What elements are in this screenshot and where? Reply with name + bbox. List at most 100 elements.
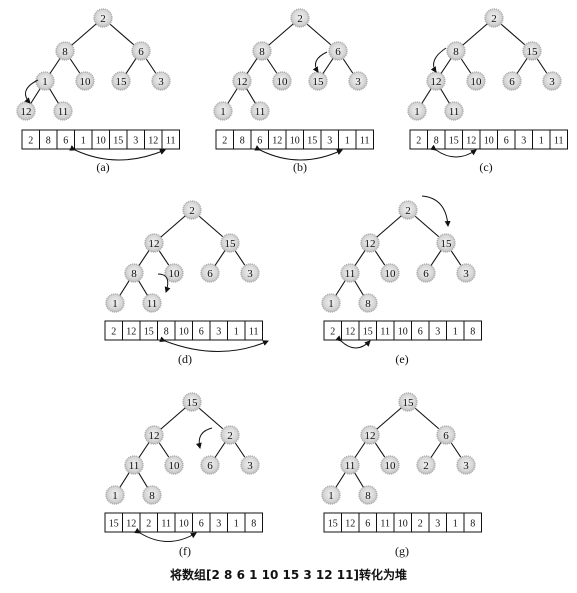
array-cell-value: 8: [434, 136, 439, 147]
tree-node: [200, 263, 220, 283]
array-cell-value: 8: [46, 136, 51, 147]
array-row: 2 8 6 1 10 15 3 12 11: [21, 129, 180, 150]
array-cell: [463, 320, 482, 341]
array-cell-value: 12: [345, 519, 355, 530]
array-cell-value: 11: [161, 519, 171, 530]
heap-panel: 2 8 6 1 10 15 3 12 11 2 8 6 1 10 15 3 12 11 (a): [16, 8, 180, 174]
array-row: 2 12 15 8 10 6 3 1 11: [104, 320, 263, 341]
tree-node: [456, 455, 476, 475]
tree-node: [93, 8, 113, 28]
array-swap-arrow: [134, 527, 197, 542]
tree-node-value: 3: [463, 268, 469, 280]
tree-node-value: 10: [169, 460, 181, 472]
tree-node-value: 12: [237, 76, 248, 88]
tree-node-value: 8: [131, 268, 137, 280]
array-cell-value: 15: [363, 327, 373, 338]
tree-node-value: 12: [21, 106, 32, 118]
tree-node: [380, 455, 400, 475]
array-cell: [463, 512, 482, 533]
array-cell-value: 11: [166, 136, 176, 147]
tree-node-value: 15: [527, 46, 539, 58]
array-cell-value: 10: [96, 136, 106, 147]
array-cell-value: 11: [360, 136, 370, 147]
tree-node-value: 1: [328, 490, 334, 502]
array-cell-value: 10: [398, 519, 408, 530]
array-swap-arrow: [159, 336, 269, 352]
tree-node: [144, 425, 164, 445]
tree-node-value: 1: [220, 106, 226, 118]
array-cell-value: 10: [484, 136, 494, 147]
tree-node-value: 12: [149, 238, 160, 250]
tree-node-value: 10: [385, 268, 397, 280]
tree-node: [446, 41, 466, 61]
array-cell: [161, 129, 180, 150]
swap-arrow: [421, 195, 451, 227]
array-cell: [355, 129, 374, 150]
array-cell-value: 1: [234, 519, 239, 530]
array-cell-value: 15: [109, 519, 119, 530]
tree-node: [360, 425, 380, 445]
tree-node-value: 10: [471, 76, 483, 88]
tree-node: [340, 263, 360, 283]
array-cell-value: 3: [327, 136, 332, 147]
tree-node-value: 15: [441, 238, 453, 250]
array-cell-value: 12: [272, 136, 282, 147]
tree-node: [466, 71, 486, 91]
swap-arrow: [312, 51, 328, 73]
array-cell-value: 6: [365, 519, 370, 530]
array-cell-value: 2: [111, 327, 116, 338]
array-cell-value: 8: [251, 519, 256, 530]
array-cell: [244, 512, 263, 533]
array-cell-value: 3: [133, 136, 138, 147]
tree-node-value: 11: [255, 106, 266, 118]
tree-node-value: 8: [365, 490, 371, 502]
tree-node: [182, 200, 202, 220]
array-cell-value: 1: [81, 136, 86, 147]
tree-node: [456, 263, 476, 283]
tree-node-value: 8: [365, 298, 371, 310]
tree-node-value: 8: [453, 46, 459, 58]
array-cell-value: 2: [418, 519, 423, 530]
tree-node: [240, 263, 260, 283]
array-cell-value: 3: [216, 519, 221, 530]
tree-node: [151, 71, 171, 91]
array-cell-value: 11: [249, 327, 259, 338]
tree-node: [348, 71, 368, 91]
tree-node: [220, 425, 240, 445]
tree-node-value: 11: [129, 460, 140, 472]
swap-arrow: [157, 273, 171, 293]
tree-node-value: 6: [423, 268, 429, 280]
panel-label: (g): [395, 544, 409, 558]
tree-node: [360, 233, 380, 253]
tree-node-value: 2: [297, 13, 303, 25]
tree-node: [142, 293, 162, 313]
array-cell-value: 3: [216, 327, 221, 338]
tree-node: [105, 485, 125, 505]
array-row: 2 12 15 11 10 6 3 1 8: [323, 320, 482, 341]
array-cell-value: 6: [199, 327, 204, 338]
tree-node-value: 3: [247, 460, 253, 472]
figure-caption: 将数组[2 8 6 1 10 15 3 12 11]转化为堆: [170, 568, 407, 582]
tree-node-value: 15: [225, 238, 237, 250]
array-cell-value: 1: [453, 327, 458, 338]
tree-node: [250, 101, 270, 121]
tree-node-value: 8: [149, 490, 155, 502]
array-cell-value: 15: [307, 136, 317, 147]
array-cell-value: 6: [504, 136, 509, 147]
array-cell-value: 10: [290, 136, 300, 147]
array-row: 15 12 2 11 10 6 3 1 8: [104, 512, 263, 533]
tree-node-value: 11: [449, 106, 460, 118]
swap-arrow: [195, 427, 213, 449]
tree-node: [358, 293, 378, 313]
tree-node: [542, 71, 562, 91]
tree-node: [321, 485, 341, 505]
tree-node: [111, 71, 131, 91]
array-cell-value: 15: [144, 327, 154, 338]
tree-node: [220, 233, 240, 253]
tree-node-value: 6: [443, 430, 449, 442]
tree-node: [358, 485, 378, 505]
tree-node: [75, 71, 95, 91]
tree-node-value: 6: [335, 46, 341, 58]
